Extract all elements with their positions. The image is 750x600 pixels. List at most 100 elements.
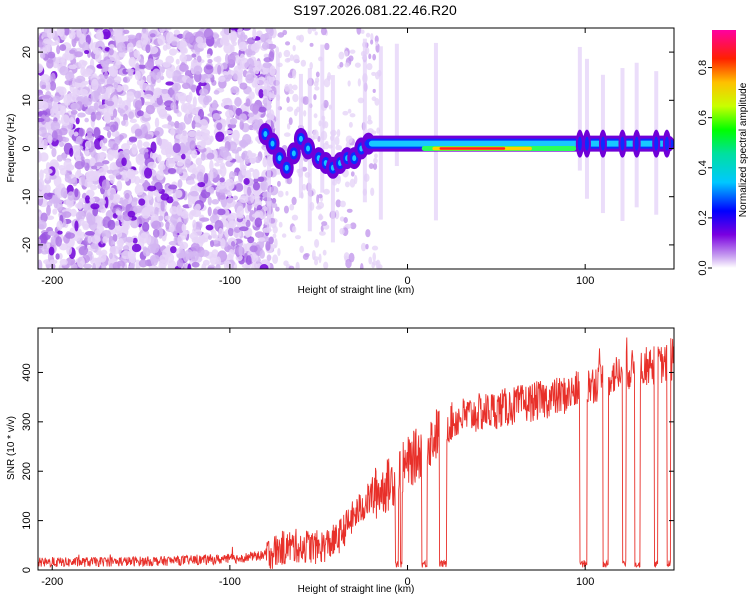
spectrogram-noise-blob [240, 139, 247, 149]
spectrogram-noise-blob [80, 156, 85, 161]
spectrogram-noise-blob [239, 120, 244, 131]
spectrogram-noise-blob [196, 141, 206, 150]
spectrogram-noise-blob [323, 188, 330, 195]
spectrogram-noise-blob [134, 90, 142, 99]
spectrogram-noise-blob [288, 89, 294, 95]
spectrogram-noise-blob [90, 203, 100, 210]
spectrogram-noise-blob [254, 66, 260, 75]
spectrogram-noise-blob [347, 80, 351, 87]
spectrogram-noise-blob [90, 235, 101, 244]
spectrogram-noise-blob [194, 115, 201, 123]
spectrogram-noise-blob [272, 233, 277, 239]
spectrogram-noise-blob [110, 150, 119, 157]
spectrogram-noise-blob [277, 180, 281, 187]
spectrogram-noise-blob [292, 54, 300, 64]
spectrogram-noise-blob [235, 107, 243, 117]
spectrogram-noise-blob [315, 77, 320, 84]
spectrogram-noise-blob [191, 150, 198, 159]
spectrogram-noise-blob [254, 210, 264, 221]
spectrogram-noise-blob [215, 256, 222, 267]
spectrogram-noise-blob [187, 263, 192, 269]
spectrogram-noise-blob [374, 97, 380, 106]
spectrogram-noise-blob [345, 135, 353, 144]
snr-ytick-label: 0 [21, 567, 33, 573]
spectrogram-noise-blob [160, 147, 170, 156]
spectrogram-noise-blob [315, 71, 320, 78]
spectrogram-noise-blob [74, 51, 84, 58]
spectrogram-noise-blob [69, 53, 74, 61]
snr-xtick-label: -200 [41, 576, 63, 588]
spectrogram-noise-blob [211, 229, 217, 239]
spectrogram-data [38, 28, 674, 269]
spectrogram-noise-blob [199, 88, 209, 96]
spectrogram-noise-blob [59, 44, 67, 52]
spectrogram-spike-core [634, 136, 639, 151]
spectrogram-noise-blob [157, 163, 166, 171]
spectrogram-streak [320, 44, 325, 193]
spectrogram-noise-blob [87, 214, 96, 226]
colorbar-label: Normalized spectral amplitude [738, 82, 749, 217]
spectrogram-noise-blob [215, 55, 222, 64]
spectrogram-noise-blob [257, 76, 266, 86]
spectrogram-noise-blob [342, 110, 349, 116]
spectrogram-noise-blob [203, 96, 210, 106]
spectrogram-noise-blob [60, 114, 70, 127]
spectrogram-noise-blob [49, 259, 58, 265]
spectrogram-noise-blob [209, 170, 214, 182]
snr-frame [37, 327, 675, 571]
spectrogram-noise-blob [144, 152, 149, 160]
spectrogram-ytick-label: 10 [21, 94, 33, 106]
spectrogram-noise-blob [318, 213, 323, 221]
spectrogram-noise-blob [277, 32, 285, 38]
spectrogram-noise-blob [344, 62, 350, 68]
spectrogram-noise-blob [90, 243, 99, 250]
spectrogram-noise-blob [207, 58, 213, 64]
spectrogram-noise-blob [116, 239, 125, 247]
spectrogram-noise-blob [92, 47, 102, 55]
spectrogram-streak [362, 38, 367, 203]
spectrogram-spike-core [654, 136, 659, 151]
spectrogram-noise-blob [157, 215, 164, 221]
spectrogram-noise-blob [168, 224, 175, 233]
spectrogram-y-label: Frequency (Hz) [6, 114, 17, 183]
spectrogram-noise-blob [176, 33, 184, 39]
spectrogram-noise-blob [212, 113, 221, 120]
spectrogram-noise-blob [46, 215, 55, 220]
spectrogram-noise-blob [206, 152, 215, 160]
spectrogram-noise-blob [360, 242, 367, 252]
spectrogram-noise-blob [338, 51, 345, 60]
spectrogram-noise-blob [38, 63, 44, 74]
spectrogram-noise-blob [187, 130, 197, 138]
spectrogram-signal-peak [306, 145, 311, 152]
colorbar [712, 30, 736, 268]
spectrogram-noise-blob [88, 171, 95, 176]
spectrogram-noise-blob [218, 227, 223, 239]
spectrogram-xtick-label: 100 [576, 275, 594, 287]
spectrogram-noise-blob [167, 115, 172, 122]
spectrogram-noise-blob [282, 29, 288, 36]
spectrogram-noise-blob [68, 32, 76, 40]
spectrogram-noise-blob [65, 164, 75, 171]
spectrogram-noise-blob [129, 118, 137, 124]
spectrogram-noise-blob [45, 39, 53, 45]
spectrogram-noise-blob [59, 141, 65, 148]
spectrogram-streak [433, 42, 438, 221]
spectrogram-noise-blob [263, 57, 272, 63]
spectrogram-noise-blob [68, 64, 78, 70]
spectrogram-noise-blob [125, 236, 134, 243]
spectrogram-noise-blob [180, 145, 189, 154]
spectrogram-noise-blob [277, 248, 281, 257]
colorbar-axes: 0.0 0.2 0.4 0.6 0.8 [697, 60, 712, 276]
spectrogram-noise-blob [286, 57, 291, 62]
spectrogram-noise-blob [291, 214, 299, 221]
spectrogram-noise-blob [50, 72, 56, 83]
spectrogram-noise-blob [132, 237, 138, 244]
spectrogram-noise-blob [145, 44, 151, 54]
spectrogram-noise-blob [189, 140, 196, 151]
spectrogram-noise-blob [64, 79, 74, 86]
spectrogram-noise-blob [51, 147, 57, 158]
spectrogram-noise-blob [228, 170, 235, 181]
spectrogram-noise-blob [303, 110, 307, 117]
spectrogram-noise-blob [249, 253, 259, 263]
spectrogram-noise-blob [75, 136, 82, 145]
